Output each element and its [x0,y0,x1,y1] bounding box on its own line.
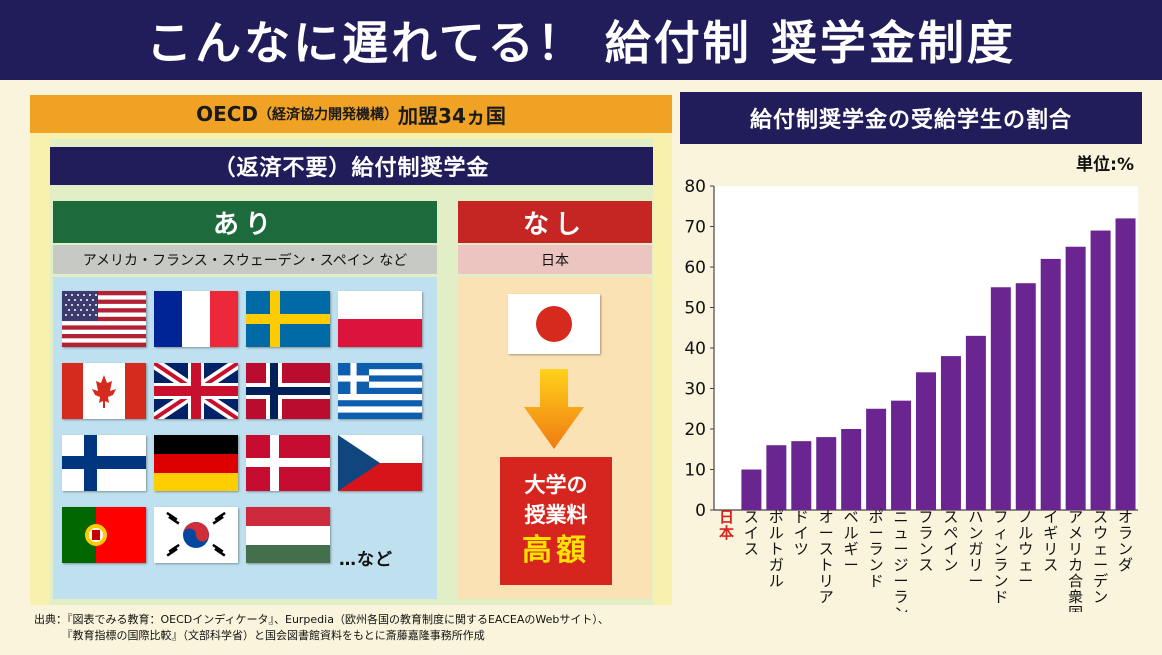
down-arrow-icon [524,369,584,449]
category-label: フランス [918,508,933,574]
bar [1065,246,1086,510]
category-label: イギリス [1043,508,1058,574]
oecd-label: OECD [196,102,259,126]
bar-chart: 0 10 20 30 40 50 60 70 80 日本スイスポルトガルドイツオーストリアベルギー… [684,177,1138,612]
category-label: フィンランド [993,508,1008,606]
category-label: オランダ [1118,508,1133,574]
bar [940,356,961,510]
unit-label: 単位:% [1076,155,1134,175]
hungary-flag [246,507,330,563]
usa-flag [62,291,146,347]
tuition-high-label: 高額 [522,533,590,568]
oecd-panel: OECD （経済協力開発機構） 加盟34ヵ国 （返済不要）給付制奨学金 あり ア… [30,95,672,605]
scholarship-heading: （返済不要）給付制奨学金 [50,147,653,185]
oecd-full-name: （経済協力開発機構） [258,107,399,123]
tuition-line-2: 授業料 [524,503,588,527]
bar [766,445,787,510]
category-label: 日本 [719,508,734,542]
source-line-2: 『教育指標の国際比較』（文部科学省）と国会図書館資料をもとに斎藤嘉隆事務所作成 [34,629,485,642]
greece-flag [338,363,422,419]
bar [1015,283,1036,510]
oecd-member-count: 加盟34ヵ国 [398,103,506,128]
category-label: スペイン [943,508,958,574]
category-label: アメリカ合衆国 [1068,508,1083,612]
y-tick-label: 80 [684,177,706,197]
czech-flag [338,435,422,491]
sweden-flag [246,291,330,347]
category-label: スウェーデン [1093,508,1108,606]
ari-countries: アメリカ・フランス・スウェーデン・スペイン など [53,245,437,274]
bar [866,408,887,510]
bar [1040,258,1061,510]
y-tick-label: 40 [684,339,706,359]
y-tick-label: 10 [684,461,706,481]
korea-flag [154,507,238,563]
denmark-flag [246,435,330,491]
finland-flag [62,435,146,491]
category-label: ベルギー [844,508,859,574]
bar [741,469,762,510]
flag-grid: …など [53,277,437,599]
bar [916,372,936,510]
bar [816,437,837,510]
y-tick-label: 30 [684,380,706,400]
page-title: こんなに遅れてる！ 給付制 奨学金制度 [146,16,1016,70]
chart-title: 給付制奨学金の受給学生の割合 [680,92,1142,144]
norway-flag [246,363,330,419]
y-tick-label: 20 [684,420,706,440]
nashi-country: 日本 [458,245,652,274]
canada-flag [62,363,146,419]
category-label: ハンガリー [968,508,983,590]
bar [841,429,862,510]
uk-flag [154,363,238,419]
category-label: ドイツ [794,508,809,558]
category-label: ノルウェー [1018,508,1033,590]
high-tuition-box: 大学の 授業料 高額 [500,457,612,585]
portugal-flag [62,507,146,563]
category-label: ニュージーランド [894,508,909,612]
y-tick-label: 60 [684,258,706,278]
poland-flag [338,291,422,347]
japan-flag [508,294,600,354]
oecd-banner: OECD （経済協力開発機構） 加盟34ヵ国 [30,95,672,133]
scholarship-comparison: （返済不要）給付制奨学金 あり アメリカ・フランス・スウェーデン・スペイン など [50,139,653,605]
category-label: ポーランド [869,508,884,590]
germany-flag [154,435,238,491]
source-line-1: 出典：『図表でみる教育：OECDインディケータ』、Eurpedia（欧州各国の教… [34,613,609,626]
bar [1090,230,1111,511]
y-tick-label: 0 [695,501,706,521]
bar [990,287,1011,510]
bar [965,335,986,510]
france-flag [154,291,238,347]
title-bar: こんなに遅れてる！ 給付制 奨学金制度 [0,0,1162,80]
category-label: オーストリア [819,508,834,606]
nashi-header: なし [458,201,652,243]
bar [1115,218,1136,510]
source-note: 出典：『図表でみる教育：OECDインディケータ』、Eurpedia（欧州各国の教… [34,612,609,644]
ari-header: あり [53,201,437,243]
bar [791,441,812,510]
bar [891,400,912,510]
chart-panel: 給付制奨学金の受給学生の割合 単位:% 0 10 20 30 40 50 60 70 80 日本ス… [680,92,1146,612]
japan-column: 大学の 授業料 高額 [458,277,652,599]
category-label: ポルトガル [769,508,784,590]
y-tick-label: 50 [684,299,706,319]
y-tick-label: 70 [684,218,706,238]
etc-label: …など [339,550,393,570]
tuition-line-1: 大学の [524,473,588,497]
category-label: スイス [744,508,759,558]
